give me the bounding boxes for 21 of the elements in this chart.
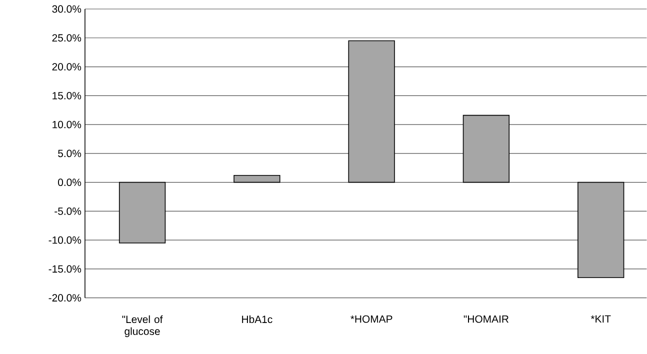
x-tick-label: "Level of glucose xyxy=(122,315,163,338)
bar xyxy=(348,40,395,183)
x-tick-label: *HOMAP xyxy=(350,315,392,323)
bar xyxy=(578,182,624,278)
x-tick-label: HbA1c xyxy=(242,315,272,324)
y-tick-label: 20.0% xyxy=(52,63,82,71)
y-tick-label: 5.0% xyxy=(58,150,82,158)
x-tick-label: *KIT xyxy=(590,315,611,323)
x-tick-label: "HOMAIR xyxy=(464,315,508,323)
y-tick-label: -10.0% xyxy=(48,236,82,244)
y-tick-label: 30.0% xyxy=(52,5,82,13)
y-tick-label: -15.0% xyxy=(48,265,82,273)
bar xyxy=(234,175,280,183)
y-tick-label: -20.0% xyxy=(48,294,82,302)
y-tick-label: 25.0% xyxy=(52,34,82,42)
y-tick-label: 10.0% xyxy=(52,120,82,128)
y-tick-label: -5.0% xyxy=(54,208,82,215)
y-tick-label: 15.0% xyxy=(52,92,82,100)
y-tick-label: 0.0% xyxy=(58,178,82,186)
bar xyxy=(118,182,166,244)
bar xyxy=(462,114,510,183)
